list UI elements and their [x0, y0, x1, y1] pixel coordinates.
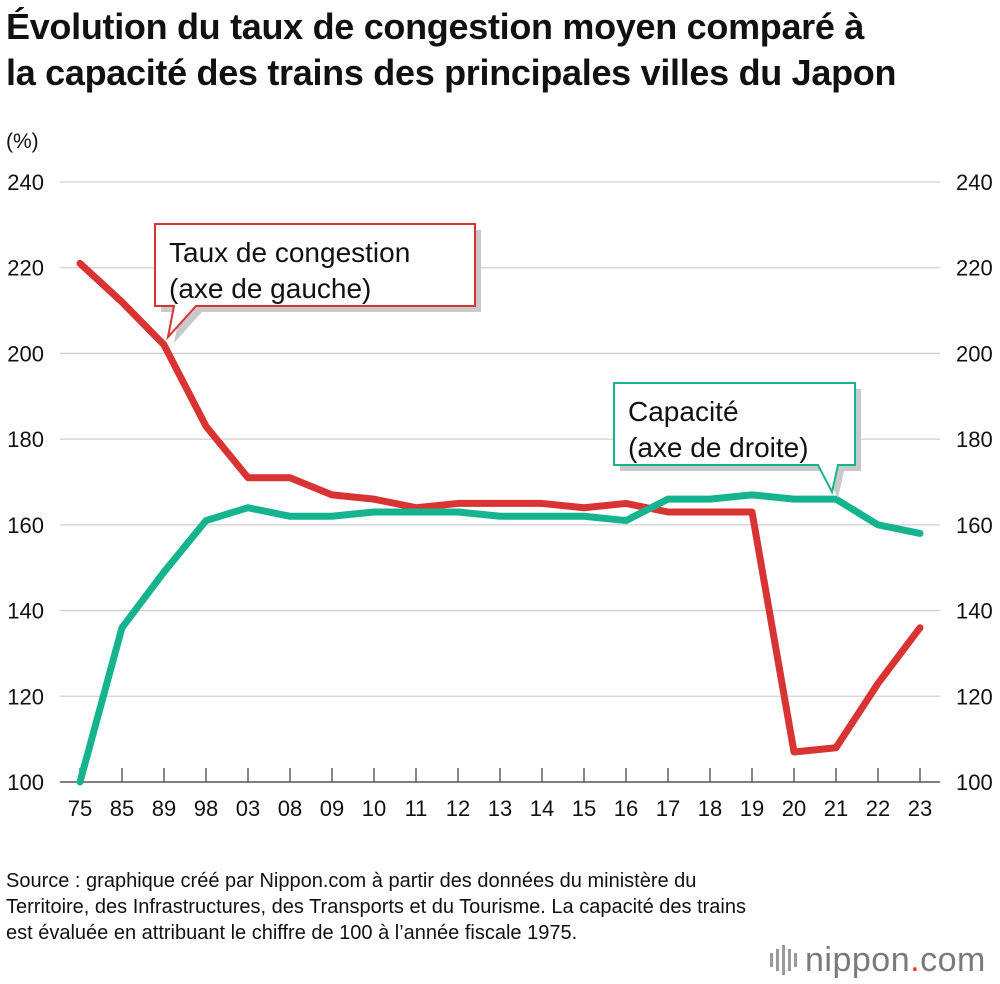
legend-label-congestion: (axe de gauche): [169, 273, 371, 304]
right-y-tick-label: 240: [956, 170, 993, 195]
left-y-tick-label: 100: [7, 770, 44, 795]
logo-wordmark: nippon.com: [805, 941, 986, 980]
y-unit-label: (%): [6, 130, 39, 153]
logo-word-main: nippon: [805, 940, 911, 979]
right-y-tick-label: 100: [956, 770, 993, 795]
right-y-tick-label: 180: [956, 427, 993, 452]
x-tick-label: 98: [194, 796, 218, 821]
series-callout-congestion: Taux de congestion (axe de gauche): [154, 223, 481, 343]
x-tick-label: 17: [656, 796, 680, 821]
right-y-tick-label: 200: [956, 341, 993, 366]
legend-label-congestion: Taux de congestion: [169, 237, 410, 268]
x-tick-label: 18: [698, 796, 722, 821]
nippon-logo: nippon.com: [770, 938, 998, 982]
x-tick-label: 03: [236, 796, 260, 821]
right-y-tick-label: 220: [956, 256, 993, 281]
x-tick-label: 16: [614, 796, 638, 821]
left-y-tick-label: 160: [7, 513, 44, 538]
right-y-tick-label: 120: [956, 684, 993, 709]
left-y-tick-label: 120: [7, 684, 44, 709]
x-tick-label: 22: [866, 796, 890, 821]
left-y-tick-label: 220: [7, 256, 44, 281]
x-tick-label: 75: [68, 796, 92, 821]
callout-box: [613, 382, 856, 495]
chart-title: Évolution du taux de congestion moyen co…: [6, 4, 996, 96]
x-tick-label: 10: [362, 796, 386, 821]
x-tick-label: 14: [530, 796, 554, 821]
x-tick-label: 21: [824, 796, 848, 821]
x-tick-label: 08: [278, 796, 302, 821]
legend-label-capacity: (axe de droite): [628, 432, 809, 463]
series-line-capacity: [76, 491, 924, 786]
series-line-congestion: [76, 259, 924, 756]
x-tick-label: 13: [488, 796, 512, 821]
logo-dot: .: [910, 940, 921, 979]
legend-label-capacity: Capacité: [628, 396, 739, 427]
x-tick-label: 15: [572, 796, 596, 821]
left-y-tick-label: 180: [7, 427, 44, 452]
left-y-tick-label: 240: [7, 170, 44, 195]
chart-title-line-1: Évolution du taux de congestion moyen co…: [6, 6, 865, 47]
x-tick-label: 85: [110, 796, 134, 821]
logo-word-suffix: com: [920, 940, 986, 979]
x-tick-label: 20: [782, 796, 806, 821]
sound-bars-icon: [770, 945, 797, 975]
x-tick-label: 23: [908, 796, 932, 821]
x-tick-label: 11: [405, 796, 428, 821]
right-y-tick-label: 160: [956, 513, 993, 538]
callout-box: [154, 223, 476, 341]
series-callout-capacity: Capacité (axe de droite): [613, 382, 861, 498]
x-tick-label: 09: [320, 796, 344, 821]
x-tick-label: 12: [446, 796, 470, 821]
x-tick-label: 19: [740, 796, 764, 821]
source-note: Source : graphique créé par Nippon.com à…: [6, 870, 746, 944]
x-tick-label: 89: [152, 796, 176, 821]
chart-title-line-2: la capacité des trains des principales v…: [6, 52, 897, 93]
left-y-tick-label: 200: [7, 341, 44, 366]
right-y-tick-label: 140: [956, 599, 993, 624]
left-y-tick-label: 140: [7, 599, 44, 624]
line-chart: (%) 100 120 140 160 180 200 220 240 100 120 140 16…: [6, 130, 993, 821]
